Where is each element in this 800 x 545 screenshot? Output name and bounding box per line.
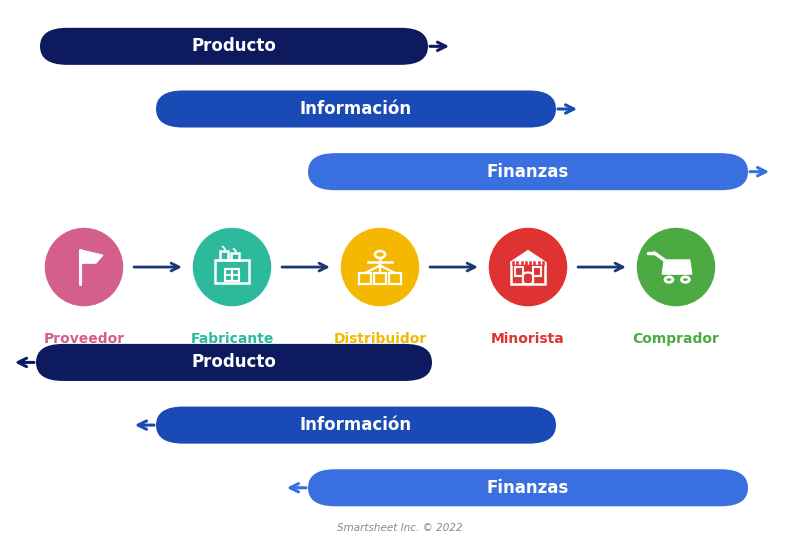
Text: Finanzas: Finanzas: [487, 162, 569, 181]
Ellipse shape: [489, 228, 567, 306]
Ellipse shape: [341, 228, 419, 306]
Text: Información: Información: [300, 100, 412, 118]
Text: Producto: Producto: [191, 353, 277, 372]
Text: Producto: Producto: [191, 37, 277, 56]
FancyBboxPatch shape: [156, 90, 556, 128]
FancyBboxPatch shape: [40, 28, 428, 65]
Ellipse shape: [637, 228, 715, 306]
Polygon shape: [510, 251, 546, 262]
Text: Fabricante: Fabricante: [190, 332, 274, 347]
FancyBboxPatch shape: [156, 407, 556, 444]
FancyBboxPatch shape: [36, 344, 432, 381]
Polygon shape: [662, 260, 692, 274]
Polygon shape: [80, 250, 103, 263]
Text: Comprador: Comprador: [633, 332, 719, 347]
Text: Finanzas: Finanzas: [487, 479, 569, 497]
Ellipse shape: [193, 228, 271, 306]
Text: Proveedor: Proveedor: [43, 332, 125, 347]
Text: Información: Información: [300, 416, 412, 434]
FancyBboxPatch shape: [308, 153, 748, 190]
FancyBboxPatch shape: [510, 262, 546, 264]
Text: Distribuidor: Distribuidor: [334, 332, 426, 347]
Text: Minorista: Minorista: [491, 332, 565, 347]
Ellipse shape: [45, 228, 123, 306]
Text: Smartsheet Inc. © 2022: Smartsheet Inc. © 2022: [337, 523, 463, 533]
FancyBboxPatch shape: [308, 469, 748, 506]
